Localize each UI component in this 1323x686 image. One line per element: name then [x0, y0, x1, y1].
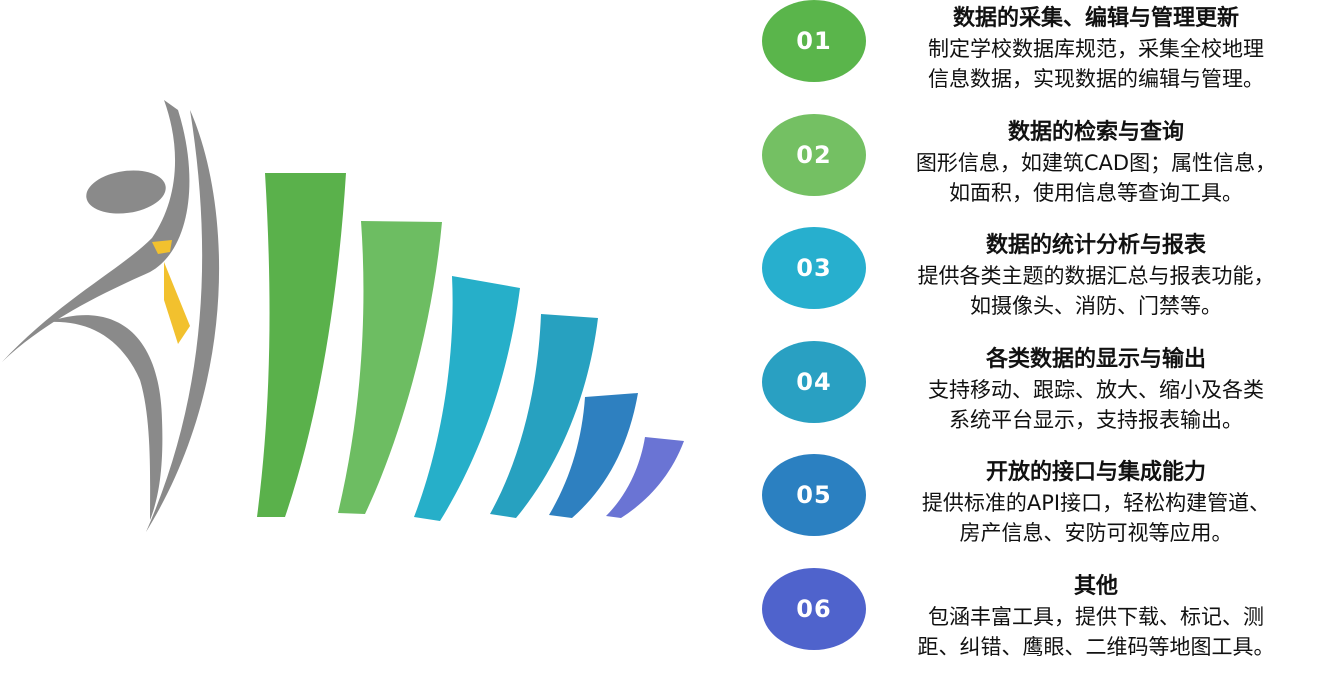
feature-text: 数据的采集、编辑与管理更新 制定学校数据库规范，采集全校地理 信息数据，实现数据… [876, 4, 1316, 94]
feature-desc-line: 信息数据，实现数据的编辑与管理。 [928, 67, 1264, 91]
feature-title: 数据的检索与查询 [1007, 120, 1184, 145]
feature-desc-line: 如摄像头、消防、门禁等。 [970, 294, 1222, 318]
feature-title: 其他 [1073, 574, 1118, 599]
figure-leg-curve [48, 315, 163, 520]
feature-desc-line: 制定学校数据库规范，采集全校地理 [928, 37, 1264, 61]
feature-desc-line: 如面积，使用信息等查询工具。 [949, 181, 1243, 205]
number-badge: 05 [762, 454, 866, 536]
bars-group [257, 173, 684, 521]
feature-text: 数据的检索与查询 图形信息，如建筑CAD图；属性信息， 如面积，使用信息等查询工… [876, 118, 1316, 208]
person-figure [2, 100, 220, 532]
tie [164, 262, 190, 344]
feature-desc-line: 房产信息、安防可视等应用。 [959, 521, 1233, 545]
feature-item-01: 01 数据的采集、编辑与管理更新 制定学校数据库规范，采集全校地理 信息数据，实… [762, 0, 1323, 91]
feature-desc-line: 包涵丰富工具，提供下载、标记、测 [928, 605, 1264, 629]
feature-title: 数据的采集、编辑与管理更新 [952, 6, 1239, 31]
feature-item-05: 05 开放的接口与集成能力 提供标准的API接口，轻松构建管道、 房产信息、安防… [762, 454, 1323, 545]
number-badge: 01 [762, 0, 866, 82]
number-badge: 06 [762, 568, 866, 650]
feature-title: 开放的接口与集成能力 [985, 460, 1206, 485]
feature-title: 数据的统计分析与报表 [985, 233, 1206, 258]
feature-text: 数据的统计分析与报表 提供各类主题的数据汇总与报表功能， 如摄像头、消防、门禁等… [876, 231, 1316, 321]
feature-desc-line: 图形信息，如建筑CAD图；属性信息， [915, 151, 1277, 175]
curved-bar-2 [338, 221, 442, 514]
tie-knot [152, 240, 172, 254]
feature-text: 开放的接口与集成能力 提供标准的API接口，轻松构建管道、 房产信息、安防可视等… [876, 458, 1316, 548]
feature-item-06: 06 其他 包涵丰富工具，提供下载、标记、测 距、纠错、鹰眼、二维码等地图工具。 [762, 568, 1323, 659]
number-badge: 03 [762, 227, 866, 309]
curved-bar-3 [414, 276, 520, 521]
figure-head [86, 170, 166, 214]
feature-desc-line: 距、纠错、鹰眼、二维码等地图工具。 [917, 635, 1275, 659]
curved-bar-1 [257, 173, 346, 517]
feature-item-03: 03 数据的统计分析与报表 提供各类主题的数据汇总与报表功能， 如摄像头、消防、… [762, 227, 1323, 318]
figure-outer-curve [146, 110, 220, 532]
curved-bar-6 [606, 437, 684, 518]
curved-bar-5 [549, 393, 638, 518]
feature-item-04: 04 各类数据的显示与输出 支持移动、跟踪、放大、缩小及各类 系统平台显示，支持… [762, 341, 1323, 432]
number-badge: 02 [762, 114, 866, 196]
feature-desc-line: 提供各类主题的数据汇总与报表功能， [917, 264, 1275, 288]
feature-desc-line: 系统平台显示，支持报表输出。 [949, 408, 1243, 432]
feature-desc-line: 支持移动、跟踪、放大、缩小及各类 [928, 378, 1264, 402]
feature-text: 各类数据的显示与输出 支持移动、跟踪、放大、缩小及各类 系统平台显示，支持报表输… [876, 345, 1316, 435]
number-badge: 04 [762, 341, 866, 423]
curved-bar-4 [490, 314, 598, 518]
feature-desc-line: 提供标准的API接口，轻松构建管道、 [921, 491, 1271, 515]
feature-item-02: 02 数据的检索与查询 图形信息，如建筑CAD图；属性信息， 如面积，使用信息等… [762, 114, 1323, 205]
feature-title: 各类数据的显示与输出 [985, 347, 1206, 372]
feature-text: 其他 包涵丰富工具，提供下载、标记、测 距、纠错、鹰眼、二维码等地图工具。 [876, 572, 1316, 662]
success-figure-illustration [2, 100, 684, 532]
